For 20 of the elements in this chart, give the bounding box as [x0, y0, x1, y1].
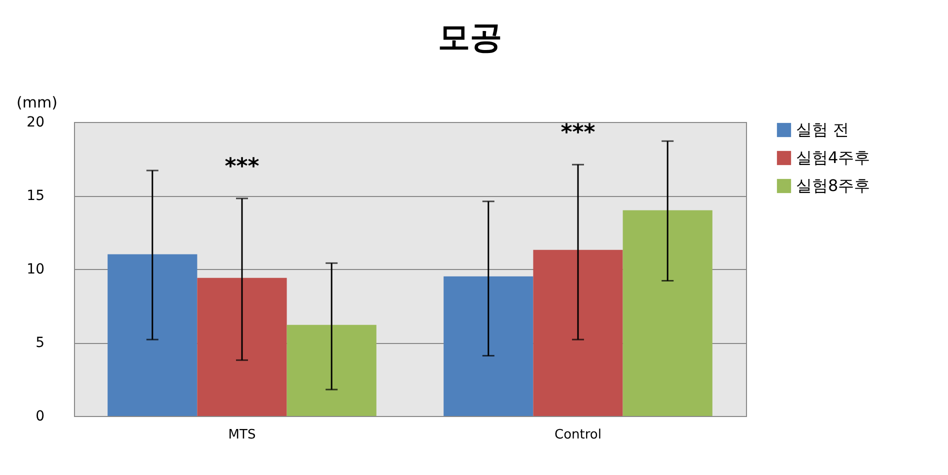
x-tick-label: Control — [554, 428, 602, 442]
legend-label: 실험8주후 — [796, 176, 870, 195]
y-tick-label: 10 — [26, 262, 44, 278]
bar — [197, 278, 287, 416]
x-tick-label: MTS — [228, 428, 256, 442]
legend-label: 실험 전 — [796, 120, 850, 139]
y-axis-title: (mm) — [16, 94, 58, 112]
annotation: *** — [224, 154, 260, 180]
bar — [108, 254, 198, 416]
bar — [533, 250, 623, 416]
chart-title: 모공 — [438, 18, 502, 56]
y-tick-label: 20 — [26, 114, 44, 130]
y-tick-label: 15 — [26, 188, 44, 204]
legend-label: 실험4주후 — [796, 148, 870, 167]
bar — [444, 276, 534, 416]
annotation: *** — [560, 120, 596, 146]
y-tick-label: 0 — [36, 408, 44, 424]
bar — [622, 210, 712, 416]
bar — [286, 324, 376, 416]
y-tick-label: 5 — [36, 335, 44, 351]
